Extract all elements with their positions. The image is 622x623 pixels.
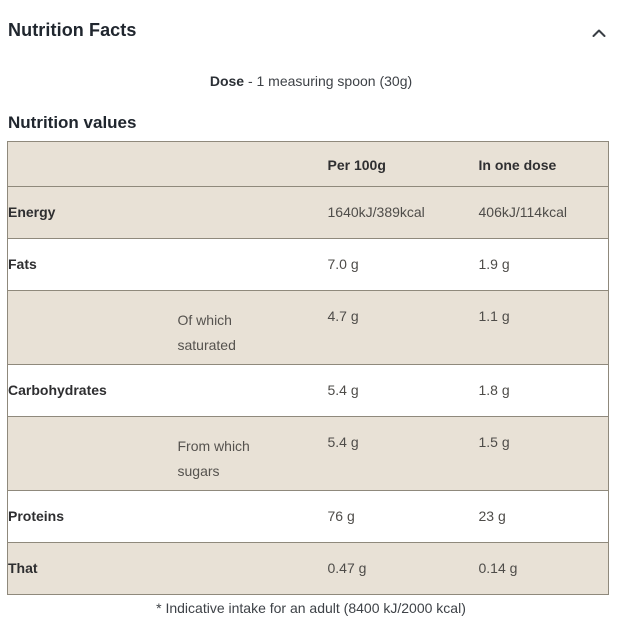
column-header-per-100g: Per 100g [327,141,479,187]
per-100g-value: 1640kJ/389kcal [327,186,479,239]
table-header-row: Per 100g In one dose [7,141,609,187]
row-label-cell: Proteins [7,490,328,543]
per-100g-value: 5.4 g [327,416,479,491]
row-label-cell: Energy [7,186,328,239]
nutrition-table-body: Energy 1640kJ/389kcal 406kJ/114kcal Fats… [7,186,609,595]
in-one-dose-value: 1.8 g [478,364,609,417]
per-100g-value: 5.4 g [327,364,479,417]
table-row: Of which saturated 4.7 g 1.1 g [7,290,609,365]
dose-text: - 1 measuring spoon (30g) [244,73,413,89]
chevron-up-icon[interactable] [592,25,606,37]
row-sublabel: Of which saturated [177,312,236,353]
row-label-cell: That [7,542,328,595]
column-header-empty [7,141,328,187]
column-header-in-one-dose: In one dose [478,141,609,187]
dose-line: Dose - 1 measuring spoon (30g) [0,73,622,89]
table-row: Carbohydrates 5.4 g 1.8 g [7,364,609,417]
in-one-dose-value: 23 g [478,490,609,543]
per-100g-value: 7.0 g [327,238,479,291]
row-sublabel: From which sugars [177,438,250,479]
row-label-cell [7,416,178,491]
table-row: Energy 1640kJ/389kcal 406kJ/114kcal [7,186,609,239]
row-label: Fats [8,256,37,272]
table-row: From which sugars 5.4 g 1.5 g [7,416,609,491]
row-label: Energy [8,204,56,220]
row-label-cell [7,290,178,365]
row-label: That [8,560,38,576]
per-100g-value: 0.47 g [327,542,479,595]
section-heading-nutrition-values: Nutrition values [8,113,137,132]
row-label-cell: Carbohydrates [7,364,328,417]
footnote: * Indicative intake for an adult (8400 k… [156,600,466,616]
per-100g-value: 4.7 g [327,290,479,365]
row-label: Carbohydrates [8,382,107,398]
table-row: Proteins 76 g 23 g [7,490,609,543]
row-sublabel-cell: Of which saturated [177,290,328,365]
in-one-dose-value: 0.14 g [478,542,609,595]
row-sublabel-cell: From which sugars [177,416,328,491]
in-one-dose-value: 1.5 g [478,416,609,491]
nutrition-facts-accordion-header[interactable]: Nutrition Facts [0,0,622,41]
table-row: That 0.47 g 0.14 g [7,542,609,595]
section-heading-nutrition-facts: Nutrition Facts [8,20,137,40]
row-label: Proteins [8,508,65,524]
in-one-dose-value: 1.9 g [478,238,609,291]
row-label-cell: Fats [7,238,328,291]
dose-label: Dose [209,73,245,89]
in-one-dose-value: 1.1 g [478,290,609,365]
table-row: Fats 7.0 g 1.9 g [7,238,609,291]
per-100g-value: 76 g [327,490,479,543]
nutrition-values-table: Per 100g In one dose Energy 1640kJ/389kc… [7,141,609,595]
in-one-dose-value: 406kJ/114kcal [478,186,609,239]
